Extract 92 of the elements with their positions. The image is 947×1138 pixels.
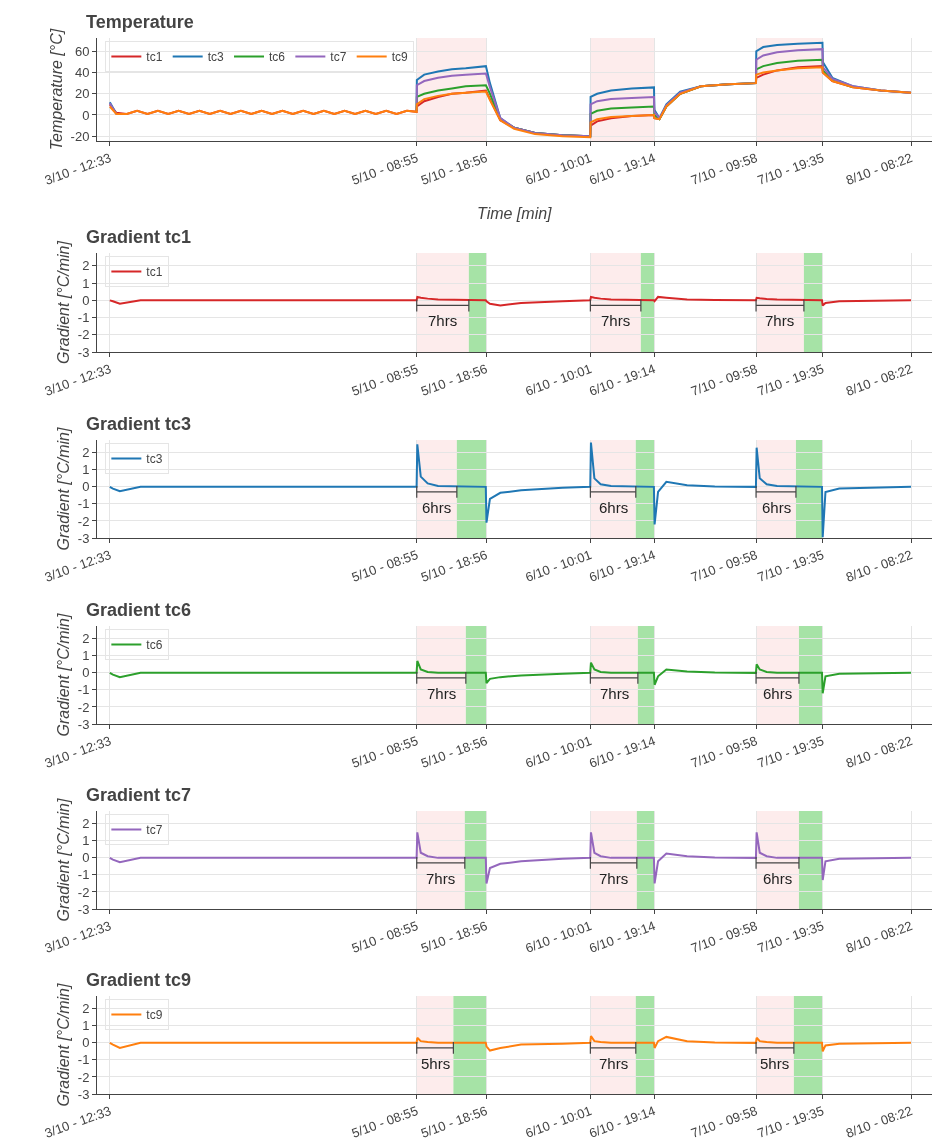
chart-title: Gradient tc7 <box>86 785 192 805</box>
y-tick-label: -3 <box>77 344 90 360</box>
band-label: 5hrs <box>421 1055 451 1072</box>
band-label: 6hrs <box>599 499 629 516</box>
band-label: 6hrs <box>762 499 792 516</box>
series-label: tc6 <box>146 638 163 653</box>
y-axis-title: Temperature [°C] <box>47 28 65 151</box>
x-tick-label: 5/10 - 08:55 <box>349 149 420 188</box>
x-tick-label: 5/10 - 18:56 <box>418 917 490 956</box>
chart-title: Gradient tc1 <box>86 227 192 247</box>
y-axis-title: Gradient [°C/min] <box>54 613 72 737</box>
x-tick-label: 8/10 - 08:22 <box>843 732 915 771</box>
y-tick-label: 2 <box>82 1001 90 1017</box>
y-tick-label: -1 <box>77 310 90 326</box>
chart-title: Gradient tc6 <box>86 600 192 620</box>
legend-label: tc3 <box>207 50 225 65</box>
band-label: 7hrs <box>428 312 458 329</box>
band-label: 7hrs <box>600 685 630 702</box>
x-tick-label: 3/10 - 12:33 <box>42 149 114 188</box>
legend-label: tc6 <box>269 50 286 65</box>
y-tick-label: 2 <box>82 816 90 832</box>
y-tick-label: -1 <box>77 1052 90 1068</box>
series-label: tc7 <box>146 823 163 838</box>
y-tick-label: 20 <box>74 86 90 102</box>
legend-label: tc7 <box>330 50 347 65</box>
x-tick-label: 8/10 - 08:22 <box>843 360 915 399</box>
band-label: 6hrs <box>763 685 793 702</box>
band-label: 7hrs <box>601 312 631 329</box>
series-label: tc3 <box>146 452 163 467</box>
y-tick-label: 2 <box>82 258 90 274</box>
x-axis-title: Time [min] <box>477 205 553 222</box>
x-tick-label: 5/10 - 18:56 <box>418 1102 490 1138</box>
series-label: tc9 <box>146 1008 163 1023</box>
y-tick-label: 2 <box>82 445 90 461</box>
y-axis-title: Gradient [°C/min] <box>54 798 72 922</box>
y-tick-label: -2 <box>77 884 90 900</box>
chart-title: Gradient tc9 <box>86 970 192 990</box>
y-tick-label: -20 <box>70 128 90 144</box>
series-label: tc1 <box>146 265 163 280</box>
x-tick-label: 5/10 - 08:55 <box>349 1102 420 1138</box>
band-label: 7hrs <box>426 870 456 887</box>
band-label: 7hrs <box>765 312 795 329</box>
x-tick-label: 8/10 - 08:22 <box>843 917 915 956</box>
y-tick-label: 1 <box>82 648 90 664</box>
chart-title: Gradient tc3 <box>86 414 192 434</box>
y-tick-label: 0 <box>82 850 90 866</box>
y-tick-label: -2 <box>77 327 90 343</box>
y-tick-label: -2 <box>77 1069 90 1085</box>
y-axis-title: Gradient [°C/min] <box>54 983 72 1107</box>
y-tick-label: 60 <box>74 43 90 59</box>
x-tick-label: 5/10 - 18:56 <box>418 732 490 771</box>
x-tick-label: 5/10 - 08:55 <box>349 917 420 956</box>
x-tick-label: 8/10 - 08:22 <box>843 546 915 585</box>
chart-title: Temperature <box>86 12 194 32</box>
band-label: 7hrs <box>599 870 629 887</box>
x-tick-label: 5/10 - 18:56 <box>418 546 490 585</box>
band-label: 6hrs <box>763 870 793 887</box>
x-tick-label: 8/10 - 08:22 <box>843 1102 915 1138</box>
y-tick-label: -3 <box>77 716 90 732</box>
y-tick-label: 1 <box>82 462 90 478</box>
band-label: 6hrs <box>422 499 452 516</box>
y-axis-title: Gradient [°C/min] <box>54 240 72 364</box>
y-tick-label: 0 <box>82 107 90 123</box>
y-tick-label: 0 <box>82 1035 90 1051</box>
y-tick-label: -2 <box>77 513 90 529</box>
legend-label: tc1 <box>146 50 163 65</box>
y-tick-label: 0 <box>82 292 90 308</box>
legend-label: tc9 <box>391 50 409 65</box>
y-tick-label: 1 <box>82 833 90 849</box>
y-tick-label: -1 <box>77 867 90 883</box>
x-tick-label: 5/10 - 18:56 <box>418 149 490 188</box>
y-tick-label: 40 <box>74 65 90 81</box>
y-tick-label: -2 <box>77 699 90 715</box>
x-tick-label: 5/10 - 08:55 <box>349 732 420 771</box>
y-tick-label: 0 <box>82 479 90 495</box>
y-tick-label: -1 <box>77 496 90 512</box>
x-tick-label: 5/10 - 08:55 <box>349 360 420 399</box>
band-label: 5hrs <box>760 1055 790 1072</box>
x-tick-label: 5/10 - 18:56 <box>418 360 490 399</box>
y-tick-label: -3 <box>77 901 90 917</box>
y-axis-title: Gradient [°C/min] <box>54 427 72 551</box>
y-tick-label: 1 <box>82 1018 90 1034</box>
y-tick-label: 0 <box>82 665 90 681</box>
y-tick-label: -1 <box>77 682 90 698</box>
y-tick-label: -3 <box>77 1086 90 1102</box>
x-tick-label: 5/10 - 08:55 <box>349 546 420 585</box>
band-label: 7hrs <box>427 685 457 702</box>
y-tick-label: -3 <box>77 530 90 546</box>
band-label: 7hrs <box>599 1055 629 1072</box>
x-tick-label: 8/10 - 08:22 <box>843 149 915 188</box>
y-tick-label: 1 <box>82 275 90 291</box>
y-tick-label: 2 <box>82 631 90 647</box>
